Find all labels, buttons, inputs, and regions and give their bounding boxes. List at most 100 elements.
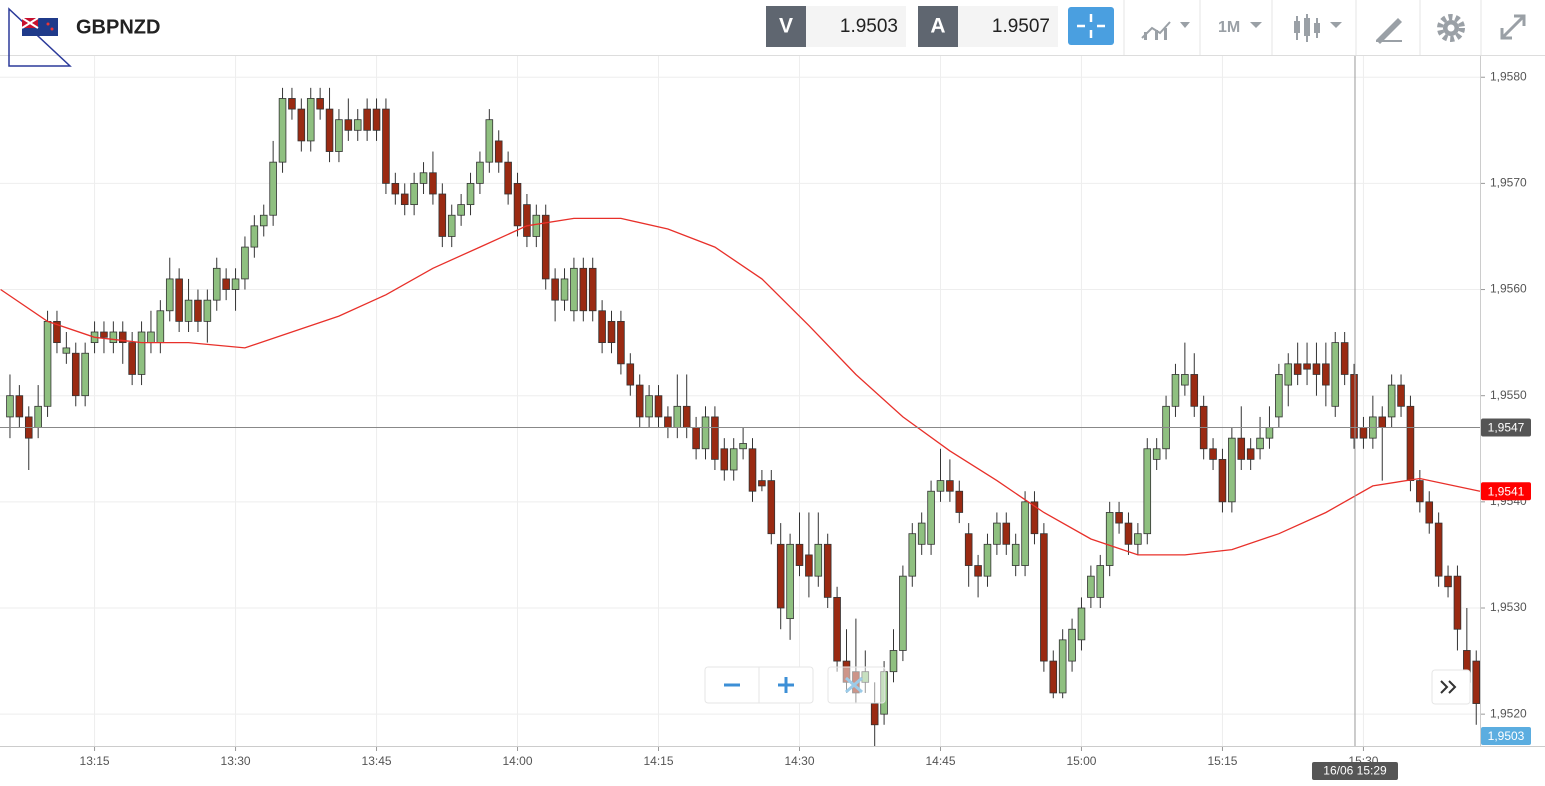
candle-body <box>297 108 306 142</box>
candle-body <box>1040 533 1048 662</box>
ask-button[interactable] <box>918 6 958 47</box>
y-tick-label: 1,9530 <box>1490 600 1527 614</box>
candle-body <box>278 98 287 163</box>
crosshair-y-tag <box>1481 418 1531 437</box>
candle-body <box>823 543 832 598</box>
bid-button[interactable] <box>766 6 806 47</box>
candle-body <box>1096 565 1105 598</box>
candle-body <box>457 204 465 216</box>
candle-body <box>1378 416 1387 428</box>
y-tick-label: 1,9520 <box>1490 706 1527 720</box>
candle-body <box>617 320 625 365</box>
candle-body <box>429 172 437 195</box>
candle-body <box>1237 437 1246 460</box>
crosshair-x-tag <box>1311 762 1398 780</box>
candle-body <box>1397 384 1405 407</box>
candle-body <box>579 267 588 312</box>
zoom-in-button[interactable] <box>778 677 794 693</box>
candle-body <box>767 480 776 535</box>
settings-button[interactable] <box>1437 14 1465 42</box>
plot: 1,95201,95301,95401,95501,95601,95701,95… <box>0 56 1545 780</box>
reset-button[interactable] <box>827 666 886 704</box>
candle-body <box>269 161 277 216</box>
candle-body <box>62 347 71 354</box>
candle-body <box>748 448 757 492</box>
ask-price: 1.9507 <box>992 16 1050 37</box>
fullscreen-button[interactable] <box>1500 14 1526 40</box>
candle-style-button[interactable] <box>1294 14 1342 42</box>
candle-body <box>692 427 700 450</box>
candle-body <box>363 108 371 131</box>
candle-body <box>946 480 954 492</box>
candle-body <box>335 119 343 152</box>
candle-body <box>165 278 174 312</box>
bid-price: 1.9503 <box>840 16 898 37</box>
candle-body <box>306 98 315 142</box>
candle-body <box>720 448 729 471</box>
candle-body <box>1406 405 1415 482</box>
chart-type-button[interactable] <box>1141 21 1190 40</box>
candle-body <box>1077 607 1086 641</box>
candle-body <box>194 299 202 322</box>
candle-body <box>870 703 879 726</box>
candle-body <box>805 554 813 577</box>
candle-body <box>776 543 785 609</box>
candle-body <box>899 575 907 651</box>
y-tick-label: 1,9580 <box>1490 69 1527 83</box>
candle-body <box>222 278 230 290</box>
candle-body <box>654 395 663 418</box>
candle-body <box>71 352 80 397</box>
candle-body <box>325 108 334 152</box>
candle-body <box>560 278 569 301</box>
candle-body <box>1322 363 1330 386</box>
candle-body <box>1049 660 1058 694</box>
x-tick-label: 14:45 <box>925 754 955 768</box>
candle-body <box>523 204 531 237</box>
candle-body <box>137 331 146 375</box>
candle-body <box>1416 480 1424 503</box>
candle-body <box>1284 363 1293 386</box>
candle-body <box>635 384 644 418</box>
candle-body <box>353 119 362 131</box>
candle-body <box>1303 363 1311 370</box>
candle-body <box>438 193 447 237</box>
candle-body <box>184 299 193 322</box>
candle-body <box>81 352 89 397</box>
candle-body <box>175 278 183 322</box>
candle-body <box>927 490 935 545</box>
candle-body <box>1115 512 1123 524</box>
candle-body <box>889 650 898 673</box>
candle-body <box>1472 660 1481 704</box>
candle-body <box>1246 448 1255 460</box>
candle-body <box>936 480 945 492</box>
moving-average <box>0 217 1481 556</box>
candle-body <box>1011 543 1020 566</box>
x-tick-label: 13:45 <box>362 754 392 768</box>
crosshair-button[interactable] <box>1068 7 1114 45</box>
zoom-controls <box>704 666 1471 705</box>
x-tick-label: 15:15 <box>1207 754 1237 768</box>
drawing-button[interactable] <box>1376 18 1402 44</box>
candle-body <box>259 214 268 227</box>
bid-box <box>806 6 906 47</box>
candle-body <box>701 416 710 450</box>
candle-body <box>494 140 503 163</box>
candle-body <box>645 395 653 418</box>
y-tick-label: 1,9560 <box>1490 282 1527 296</box>
candle-body <box>1350 374 1358 439</box>
timeframe-button[interactable]: 1M <box>1218 19 1262 36</box>
candle-body <box>607 320 616 344</box>
candle-body <box>1265 427 1274 439</box>
symbol: GBPNZD <box>76 16 160 38</box>
candle-body <box>6 395 14 418</box>
candle-body <box>1124 522 1133 545</box>
candle-body <box>1425 501 1434 524</box>
ask-letter: A <box>930 15 945 38</box>
candle-body <box>1068 628 1076 662</box>
candle-body <box>598 310 606 344</box>
crosshair-x-label: 16/06 15:29 <box>1323 764 1387 778</box>
candle-body <box>664 416 672 428</box>
flag-icon <box>21 17 58 36</box>
scroll-end-button[interactable] <box>1431 669 1471 705</box>
